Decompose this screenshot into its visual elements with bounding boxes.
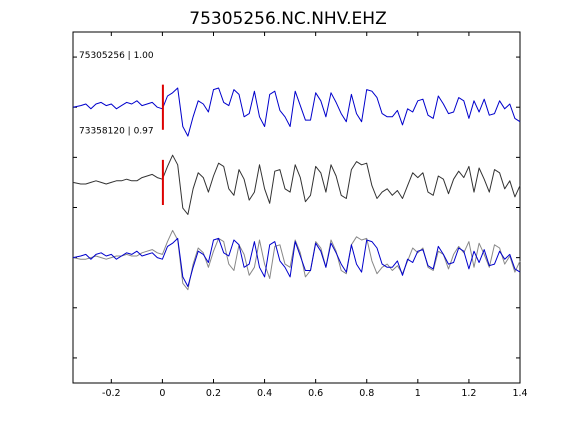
- x-tick-label: 1.4: [512, 388, 527, 399]
- x-tick-label: 1: [415, 388, 421, 399]
- trace-line-4: [72, 237, 521, 287]
- x-tick-label: 0.2: [206, 388, 221, 399]
- trace-label-2: 73358120 | 0.97: [79, 126, 154, 136]
- x-tick-label: 0.6: [308, 388, 323, 399]
- x-tick-label: 0.8: [359, 388, 374, 399]
- trace-line-1: [72, 87, 521, 137]
- trace-labels: 75305256 | 1.00 73358120 | 0.97: [79, 51, 154, 136]
- axis-ticks: [73, 32, 521, 383]
- x-tick-label: -0.2: [102, 388, 121, 399]
- x-tick-label: 0: [159, 388, 165, 399]
- trace-line-3: [72, 229, 521, 291]
- x-axis-tick-labels: -0.2 0 0.2 0.4 0.6 0.8 1 1.2 1.4: [102, 388, 528, 399]
- trace-label-1: 75305256 | 1.00: [79, 51, 154, 61]
- chart-title: 75305256.NC.NHV.EHZ: [189, 9, 386, 29]
- trace-line-2: [72, 154, 521, 215]
- waveform-traces: [72, 87, 521, 291]
- x-tick-label: 0.4: [257, 388, 272, 399]
- x-tick-label: 1.2: [461, 388, 476, 399]
